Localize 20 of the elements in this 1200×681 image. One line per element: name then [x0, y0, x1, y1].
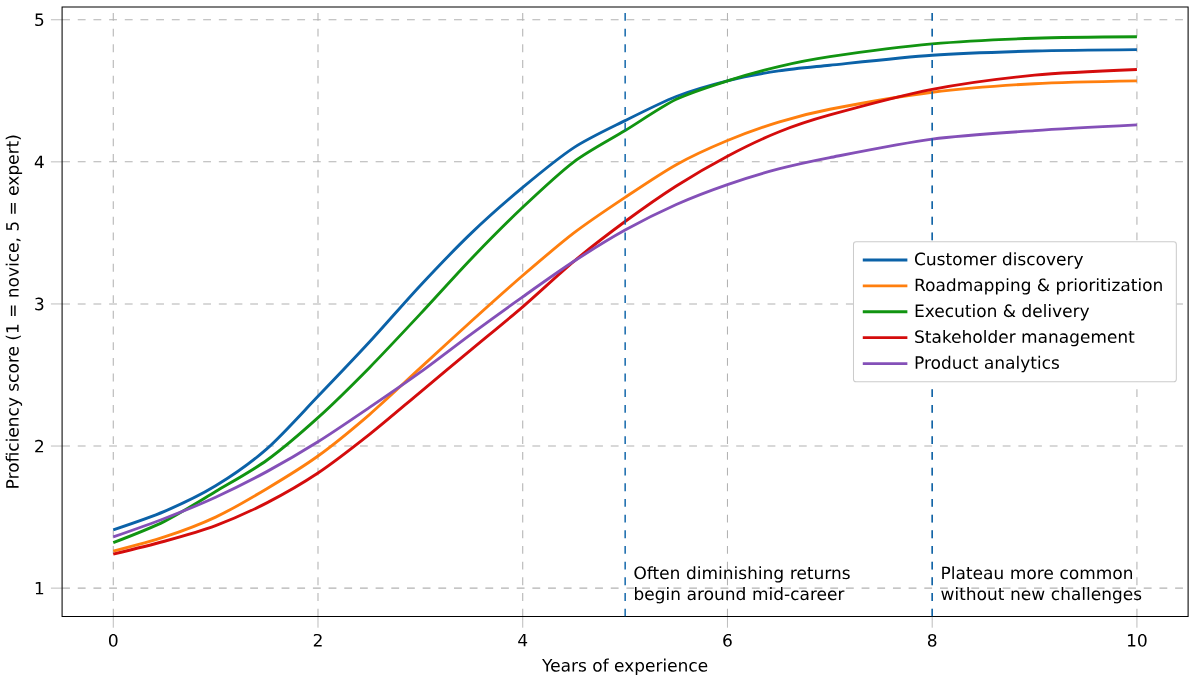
y-tick-label: 3 — [35, 297, 44, 311]
x-tick-label: 0 — [108, 634, 118, 647]
legend-label: Roadmapping & prioritization — [915, 278, 1162, 295]
ref-line-label: Often diminishing returns begin around mid-career — [634, 566, 850, 604]
y-axis-title: Proficiency score (1 = novice, 5 = expert) — [5, 135, 23, 488]
legend-label: Execution & delivery — [915, 304, 1090, 321]
x-tick-label: 10 — [1127, 634, 1147, 647]
y-tick-label: 1 — [35, 582, 44, 595]
x-axis-title: Years of experience — [542, 658, 708, 676]
legend-label: Customer discovery — [914, 252, 1084, 269]
legend-label: Product analytics — [915, 355, 1059, 373]
x-tick-label: 4 — [518, 634, 528, 647]
y-tick-label: 4 — [34, 155, 44, 169]
x-tick-label: 8 — [927, 634, 937, 647]
y-tick-label: 2 — [35, 439, 44, 453]
legend-label: Stakeholder management — [915, 330, 1135, 347]
y-tick-label: 5 — [35, 13, 44, 27]
x-tick-label: 2 — [313, 634, 322, 647]
x-tick-label: 6 — [723, 634, 732, 647]
ref-line-label: Plateau more common without new challenges — [941, 566, 1142, 604]
